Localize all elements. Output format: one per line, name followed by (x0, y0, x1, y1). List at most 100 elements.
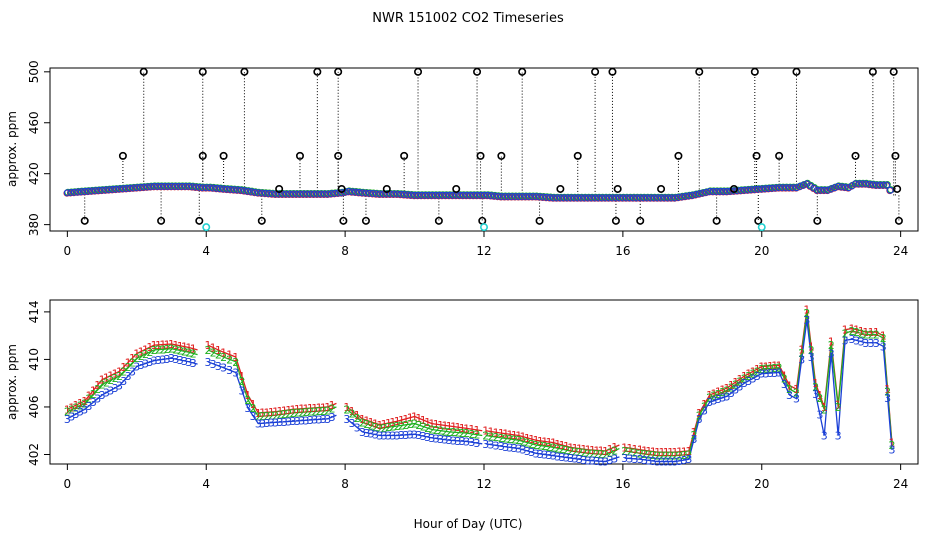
series-3-marker: 3 (585, 454, 592, 467)
series-1-marker: 1 (168, 338, 175, 351)
series-2-marker: 2 (691, 429, 698, 442)
series-1-marker: 1 (580, 443, 587, 456)
series-1-marker: 1 (576, 443, 583, 456)
series-2-marker: 2 (68, 404, 75, 417)
series-3-marker: 3 (103, 387, 110, 400)
continuous-point (744, 186, 752, 194)
series-2-marker: 2 (737, 375, 744, 388)
series-3-marker: 3 (771, 367, 778, 380)
series-3-marker: 3 (94, 393, 101, 406)
series-2-marker: 2 (164, 343, 171, 356)
series-2-marker: 2 (821, 403, 828, 416)
series-2-marker: 2 (771, 362, 778, 375)
top-y-tick-label: 420 (27, 162, 41, 185)
series-3-marker: 3 (376, 429, 383, 442)
series-2-marker: 2 (641, 448, 648, 461)
series-3-marker: 3 (598, 455, 605, 468)
bottom-y-tick-label: 406 (27, 396, 41, 419)
series-3-marker: 3 (507, 441, 514, 454)
series-3-marker: 3 (728, 387, 735, 400)
series-2-marker: 2 (754, 365, 761, 378)
continuous-point (685, 192, 693, 200)
continuous-point (501, 193, 509, 201)
continuous-point (487, 192, 495, 200)
flask-point (889, 67, 898, 76)
bottom-x-tick-label: 0 (64, 477, 72, 491)
continuous-point (480, 191, 488, 199)
series-2-marker: 2 (311, 405, 318, 418)
series-3-marker: 3 (502, 441, 509, 454)
flask-point (334, 67, 343, 76)
series-3-marker: 3 (493, 439, 500, 452)
series-1-marker: 1 (671, 446, 678, 459)
continuous-point (199, 184, 207, 192)
series-2-marker: 2 (719, 386, 726, 399)
series-3-marker: 3 (107, 384, 114, 397)
series-3-marker: 3 (398, 429, 405, 442)
series-3-marker: 3 (232, 366, 239, 379)
continuous-point (584, 194, 592, 202)
series-3-marker: 3 (463, 435, 470, 448)
series-2-marker: 2 (81, 397, 88, 410)
continuous-point (362, 189, 370, 197)
series-2-marker: 2 (498, 432, 505, 445)
series-2-marker: 2 (281, 408, 288, 421)
series-1-marker: 1 (493, 426, 500, 439)
series-2-marker: 2 (103, 376, 110, 389)
series-3-marker: 3 (645, 454, 652, 467)
continuous-point (775, 184, 783, 192)
series-3-marker: 3 (181, 355, 188, 368)
series-2-marker: 2 (732, 378, 739, 391)
series-2-marker: 2 (277, 409, 284, 422)
continuous-point (817, 186, 825, 194)
series-2-marker: 2 (474, 429, 481, 442)
series-1-marker: 1 (482, 425, 489, 438)
series-1-marker: 1 (142, 343, 149, 356)
continuous-point (598, 194, 606, 202)
continuous-point (268, 190, 276, 198)
continuous-point (369, 189, 377, 198)
series-3-marker: 3 (264, 417, 271, 430)
series-3-marker: 3 (602, 456, 609, 469)
series-2-marker: 2 (272, 409, 279, 422)
continuous-point (640, 194, 648, 202)
series-3-marker: 3 (580, 454, 587, 467)
continuous-point (237, 186, 245, 194)
series-3-marker: 3 (487, 439, 494, 452)
series-2-marker: 2 (835, 401, 842, 414)
series-3-marker: 3 (786, 389, 793, 402)
series-3-marker: 3 (849, 333, 856, 346)
series-2-marker: 2 (541, 440, 548, 453)
series-2-marker: 2 (842, 327, 849, 340)
bottom-y-axis: 402 406 410 414 (27, 300, 50, 466)
series-1-line (207, 344, 337, 414)
continuous-point (244, 187, 252, 195)
continuous-point (869, 181, 877, 189)
series-1-marker: 1 (641, 444, 648, 457)
series-2-marker: 2 (798, 347, 805, 360)
series-1-marker: 1 (487, 426, 494, 439)
continuous-point (473, 191, 481, 199)
series-1-marker: 1 (64, 403, 71, 416)
series-2-marker: 2 (298, 406, 305, 419)
series-1-marker: 1 (541, 435, 548, 448)
continuous-point (650, 194, 658, 202)
series-1-marker: 1 (507, 428, 514, 441)
series-1-marker: 1 (407, 412, 414, 425)
series-3-marker: 3 (632, 453, 639, 466)
series-1-marker: 1 (873, 326, 880, 339)
flask-point (573, 151, 582, 160)
series-3-marker: 3 (290, 415, 297, 428)
continuous-point (751, 185, 759, 194)
series-1-marker: 1 (781, 369, 788, 382)
series-2-marker: 2 (146, 346, 153, 359)
flask-point (750, 67, 759, 76)
continuous-point (178, 182, 186, 191)
series-1-marker: 1 (90, 384, 97, 397)
series-1-marker: 1 (685, 445, 692, 458)
series-2-marker: 2 (681, 449, 688, 462)
series-2-marker: 2 (285, 407, 292, 420)
continuous-point (535, 193, 544, 201)
series-1-marker: 1 (381, 418, 388, 431)
series-3-marker: 3 (671, 456, 678, 469)
